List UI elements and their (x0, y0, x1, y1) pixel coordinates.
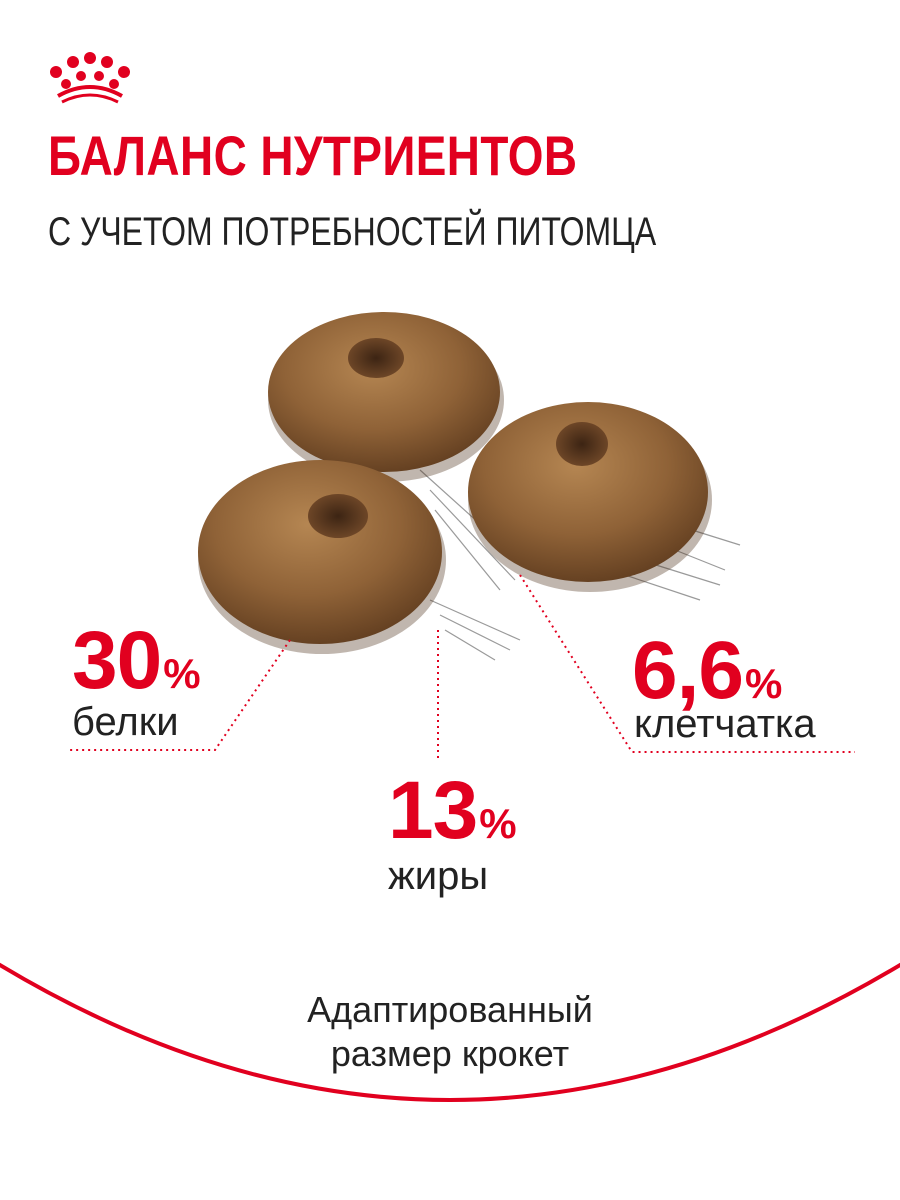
footer-line-1: Адаптированный (307, 989, 593, 1030)
page-subtitle: С УЧЕТОМ ПОТРЕБНОСТЕЙ ПИТОМЦА (48, 210, 657, 254)
fiber-value: 6,6% (632, 630, 782, 712)
protein-label: белки (72, 700, 179, 744)
leader-lines (70, 574, 855, 762)
kibble-front (198, 460, 446, 654)
crown-icon (50, 52, 130, 104)
fiber-number: 6,6 (632, 625, 744, 716)
fat-number: 13 (388, 765, 478, 856)
kibble-back (268, 312, 504, 482)
fiber-label: клетчатка (634, 702, 816, 746)
protein-value: 30% (72, 620, 201, 702)
kibble-right (468, 402, 712, 592)
fat-value: 13% (388, 770, 517, 852)
protein-unit: % (163, 650, 201, 697)
fiber-unit: % (745, 660, 783, 707)
fat-label: жиры (388, 854, 489, 898)
page-title: БАЛАНС НУТРИЕНТОВ (48, 124, 578, 187)
fat-unit: % (479, 800, 517, 847)
footer-note: Адаптированный размер крокет (0, 988, 900, 1076)
protein-number: 30 (72, 615, 162, 706)
footer-line-2: размер крокет (330, 1033, 570, 1074)
bottom-curve (0, 962, 900, 1102)
